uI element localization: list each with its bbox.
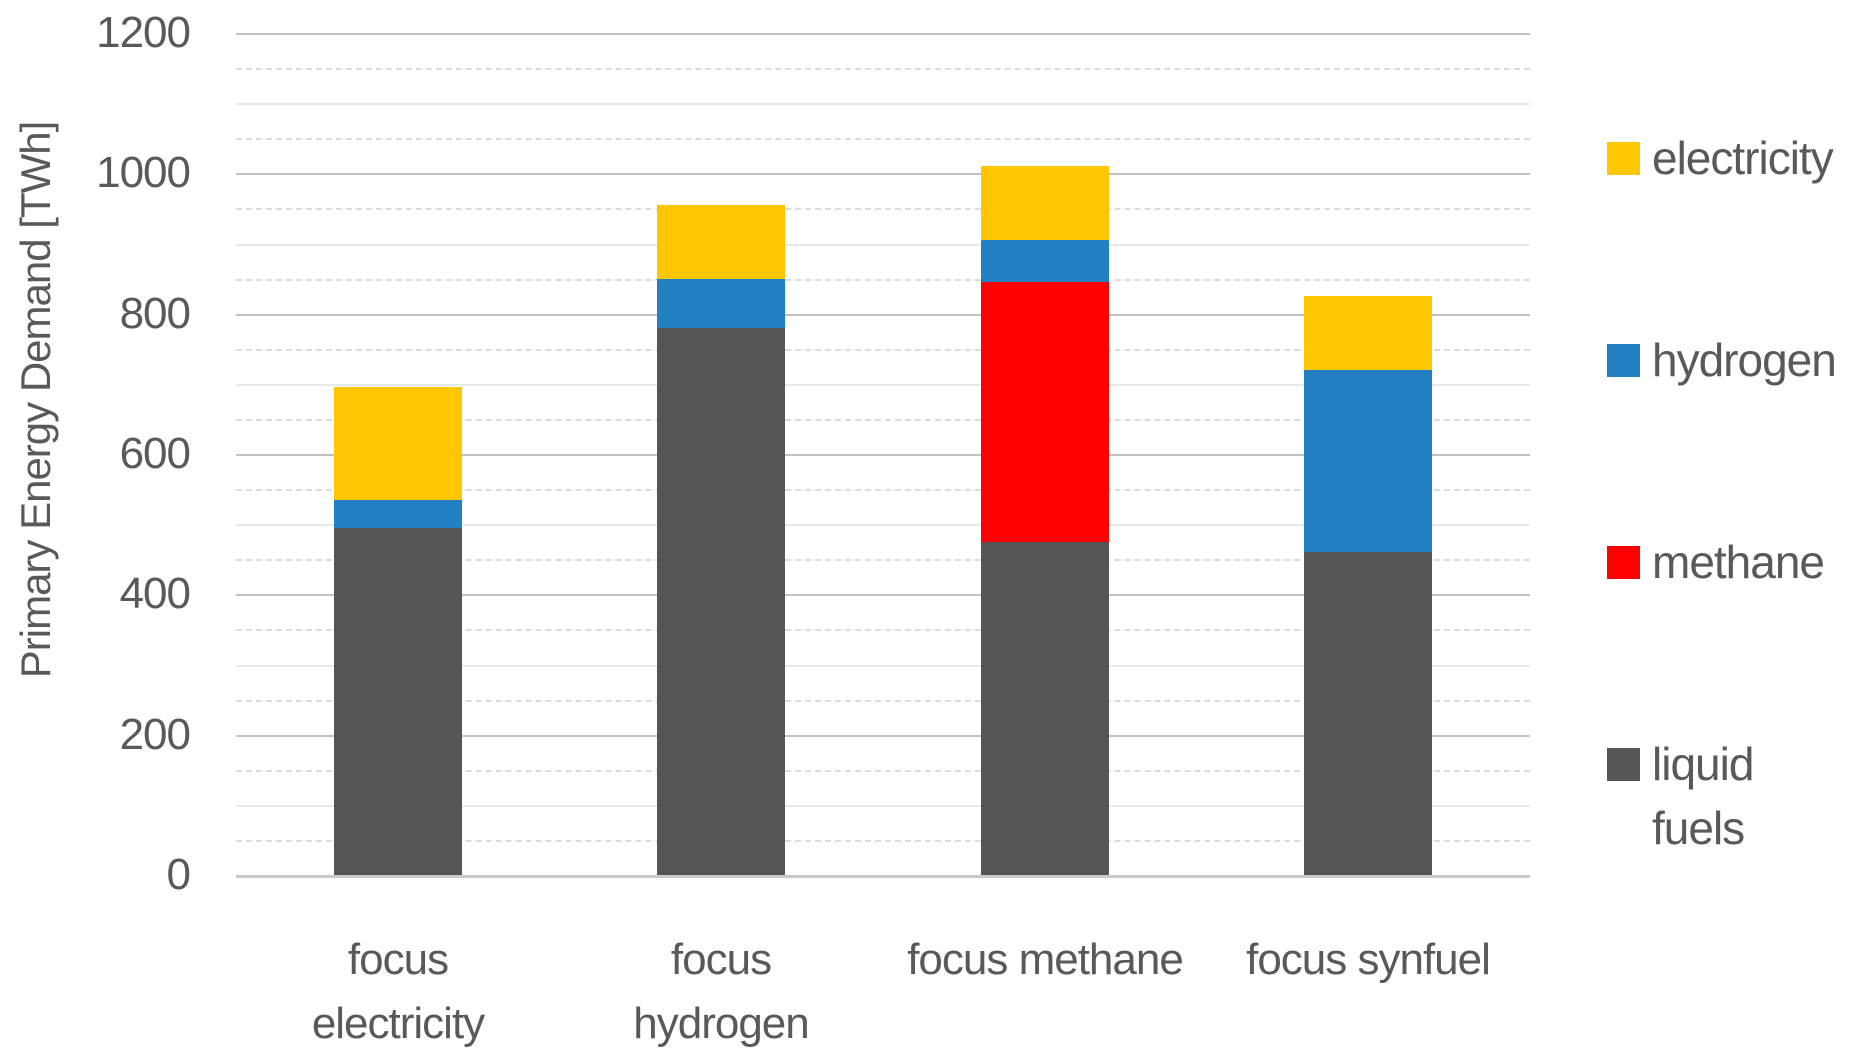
legend-label: methane [1652, 536, 1825, 588]
gridline-600 [236, 454, 1530, 456]
gridline-50 [236, 839, 1530, 842]
bar-focus-hydrogen [657, 204, 785, 875]
gridline-550 [236, 489, 1530, 492]
y-tick-label-800: 800 [119, 289, 191, 338]
x-tick-label-focus-hydrogen: focus hydrogen [633, 935, 809, 1048]
plot-area [236, 33, 1530, 878]
x-tick-label-focus-methane: focus methane [907, 935, 1184, 984]
legend-swatch-icon [1607, 344, 1640, 377]
legend-label: electricity [1652, 132, 1834, 184]
y-tick-label-600: 600 [119, 429, 191, 478]
gridline-950 [236, 208, 1530, 211]
gridline-1150 [236, 68, 1530, 71]
y-tick-label-1200: 1200 [96, 8, 191, 57]
gridline-400 [236, 594, 1530, 597]
gridline-800 [236, 313, 1530, 316]
bar-segment-liquid-fuels-focus-electricity [334, 527, 462, 875]
bar-segment-liquid-fuels-focus-methane [981, 541, 1109, 875]
gridline-100 [236, 804, 1530, 807]
bar-segment-methane-focus-methane [981, 282, 1109, 542]
gridline-1000 [236, 173, 1530, 176]
bar-focus-methane [981, 166, 1109, 875]
gridline-700 [236, 383, 1530, 386]
gridline-900 [236, 243, 1530, 246]
gridline-0 [236, 875, 1530, 878]
gridline-250 [236, 699, 1530, 702]
chart-legend: electricity hydrogen methane liquid fuels [1600, 0, 1864, 1058]
y-tick-label-400: 400 [119, 569, 191, 618]
gridline-750 [236, 348, 1530, 351]
bar-segment-electricity-focus-electricity [334, 387, 462, 500]
gridline-500 [236, 524, 1530, 527]
legend-label: liquid fuels [1652, 738, 1754, 854]
x-tick-label-focus-synfuel: focus synfuel [1246, 935, 1491, 984]
y-tick-label-1000: 1000 [96, 148, 191, 197]
bar-focus-electricity [334, 387, 462, 875]
bar-segment-electricity-focus-methane [981, 166, 1109, 241]
bar-segment-hydrogen-focus-methane [981, 240, 1109, 283]
legend-swatch-icon [1607, 142, 1640, 175]
gridline-1100 [236, 103, 1530, 106]
x-tick-label-focus-electricity: focus electricity [311, 935, 485, 1048]
bar-segment-electricity-focus-hydrogen [657, 204, 785, 279]
gridline-300 [236, 664, 1530, 667]
gridline-200 [236, 734, 1530, 737]
bar-segment-electricity-focus-synfuel [1304, 296, 1432, 370]
legend-swatch-icon [1607, 546, 1640, 579]
gridline-350 [236, 629, 1530, 632]
bar-segment-hydrogen-focus-electricity [334, 499, 462, 528]
gridline-850 [236, 278, 1530, 281]
bar-segment-liquid-fuels-focus-hydrogen [657, 327, 785, 875]
y-tick-label-0: 0 [166, 850, 191, 899]
gridline-150 [236, 769, 1530, 772]
y-tick-label-200: 200 [119, 710, 191, 759]
gridline-450 [236, 559, 1530, 562]
gridline-1050 [236, 138, 1530, 141]
legend-label: hydrogen [1652, 334, 1837, 386]
bar-segment-liquid-fuels-focus-synfuel [1304, 552, 1432, 875]
bar-segment-hydrogen-focus-synfuel [1304, 369, 1432, 553]
bar-focus-synfuel [1304, 296, 1432, 875]
legend-swatch-icon [1607, 748, 1640, 781]
gridline-1200 [236, 33, 1530, 35]
bar-segment-hydrogen-focus-hydrogen [657, 278, 785, 328]
gridline-650 [236, 418, 1530, 421]
